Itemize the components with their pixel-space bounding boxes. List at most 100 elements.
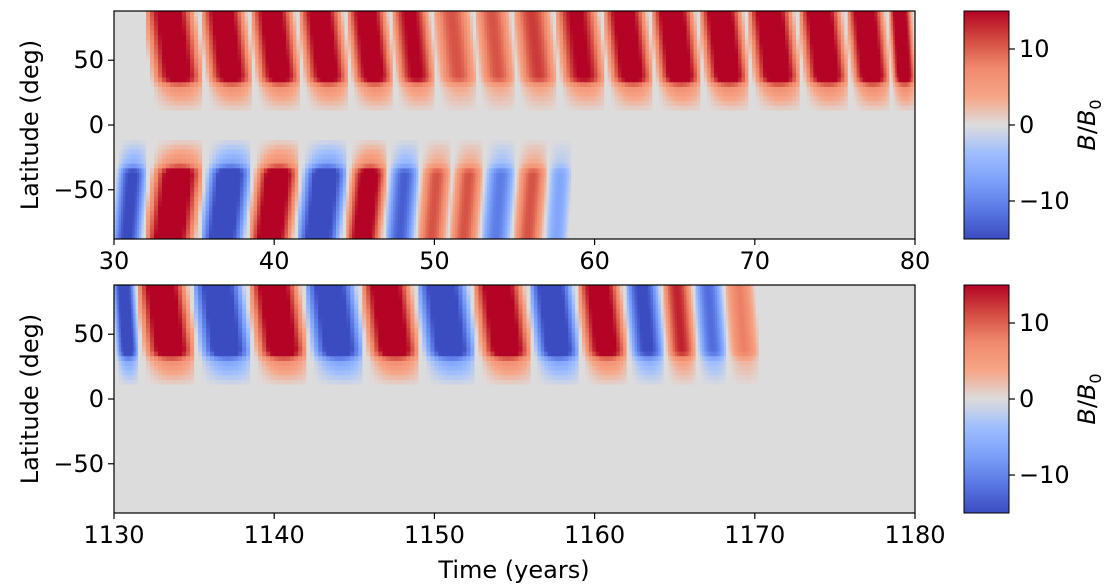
top-heatmap-cell	[383, 39, 387, 45]
top-heatmap-cell	[569, 15, 574, 22]
top-heatmap-cell	[455, 100, 459, 106]
top-heatmap-cell	[202, 81, 207, 87]
top-heatmap-cell	[341, 53, 346, 59]
top-heatmap-cell	[550, 109, 554, 116]
top-heatmap-cell	[296, 53, 301, 59]
top-heatmap-cell	[306, 109, 311, 116]
top-heatmap-cell	[275, 100, 280, 106]
top-heatmap-cell	[360, 95, 365, 102]
top-heatmap-cell	[566, 29, 571, 36]
top-heatmap-cell	[452, 86, 456, 92]
top-heatmap-cell	[373, 11, 378, 17]
top-heatmap-cell	[416, 95, 421, 102]
top-heatmap-cell	[774, 34, 779, 40]
top-heatmap-cell	[744, 15, 749, 22]
top-heatmap-cell	[514, 43, 519, 50]
top-heatmap-cell	[303, 72, 308, 78]
top-heatmap-cell	[279, 39, 284, 45]
top-heatmap-cell	[452, 39, 456, 45]
top-heatmap-cell	[544, 62, 548, 69]
top-heatmap-cell	[693, 72, 698, 78]
top-heatmap-cell	[569, 39, 574, 45]
top-heatmap-cell	[590, 39, 595, 45]
top-heatmap-cell	[289, 100, 294, 106]
top-heatmap-cell	[470, 62, 474, 69]
top-heatmap-cell	[803, 67, 808, 73]
top-heatmap-cell	[492, 109, 496, 116]
top-heatmap-cell	[693, 34, 698, 40]
top-heatmap-cell	[547, 29, 551, 36]
top-heatmap-cell	[683, 72, 688, 78]
top-heatmap-cell	[837, 43, 842, 50]
top-heatmap-cell	[550, 76, 554, 83]
top-heatmap-cell	[370, 20, 375, 26]
top-heatmap-cell	[431, 15, 435, 22]
top-heatmap-cell	[330, 20, 335, 26]
top-heatmap-cell	[279, 62, 284, 69]
top-heatmap-cell	[234, 25, 239, 31]
top-heatmap-cell	[495, 105, 499, 111]
top-heatmap-cell	[813, 20, 818, 26]
top-heatmap-cell	[416, 100, 421, 106]
top-heatmap-cell	[648, 86, 653, 92]
top-heatmap-cell	[320, 25, 325, 31]
top-heatmap-cell	[473, 58, 477, 64]
top-heatmap-cell	[194, 105, 199, 111]
top-heatmap-cell	[489, 29, 494, 36]
top-heatmap-cell	[289, 11, 294, 17]
top-heatmap-cell	[373, 34, 378, 40]
top-heatmap-cell	[788, 105, 793, 111]
top-heatmap-cell	[526, 86, 530, 92]
top-heatmap-cell	[628, 67, 633, 73]
top-heatmap-cell	[683, 39, 688, 45]
top-heatmap-cell	[166, 20, 171, 26]
top-heatmap-cell	[354, 15, 359, 22]
top-heatmap-cell	[823, 105, 828, 111]
top-heatmap-cell	[538, 39, 542, 45]
top-heatmap-cell	[759, 43, 764, 50]
top-heatmap-cell	[538, 76, 542, 83]
top-heatmap-cell	[624, 100, 629, 106]
top-heatmap-cell	[467, 105, 471, 111]
top-heatmap-cell	[766, 81, 771, 87]
top-heatmap-cell	[317, 43, 322, 50]
top-heatmap-cell	[544, 95, 548, 102]
top-heatmap-cell	[893, 15, 896, 22]
top-heatmap-cell	[573, 67, 578, 73]
top-heatmap-cell	[323, 25, 328, 31]
top-heatmap-cell	[724, 67, 729, 73]
top-heatmap-cell	[487, 109, 491, 116]
top-heatmap-cell	[476, 67, 480, 73]
top-heatmap-cell	[827, 105, 832, 111]
top-heatmap-cell	[478, 76, 483, 83]
top-heatmap-cell	[251, 34, 256, 40]
top-heatmap-cell	[401, 76, 406, 83]
top-heatmap-cell	[559, 29, 564, 36]
top-heatmap-cell	[580, 15, 585, 22]
top-heatmap-cell	[351, 34, 355, 40]
top-heatmap-cell	[877, 58, 882, 64]
top-heatmap-cell	[440, 58, 444, 64]
top-heatmap-cell	[766, 11, 771, 17]
top-heatmap-cell	[550, 81, 554, 87]
top-heatmap-cell	[788, 72, 793, 78]
top-heatmap-cell	[593, 62, 598, 69]
top-heatmap-cell	[889, 105, 892, 111]
top-heatmap-cell	[458, 67, 462, 73]
top-heatmap-cell	[886, 43, 890, 50]
top-heatmap-cell	[770, 86, 775, 92]
top-heatmap-cell	[506, 62, 510, 69]
top-heatmap-cell	[517, 76, 522, 83]
top-heatmap-cell	[425, 20, 430, 26]
top-heatmap-cell	[481, 43, 485, 50]
top-heatmap-cell	[806, 91, 811, 97]
top-heatmap-cell	[244, 62, 249, 69]
top-heatmap-cell	[473, 39, 477, 45]
top-heatmap-cell	[597, 11, 602, 17]
top-heatmap-cell	[604, 20, 609, 26]
top-heatmap-cell	[880, 48, 885, 54]
top-heatmap-cell	[556, 29, 561, 36]
top-heatmap-cell	[813, 95, 818, 102]
top-heatmap-cell	[550, 91, 554, 97]
top-heatmap-cell	[514, 48, 519, 54]
